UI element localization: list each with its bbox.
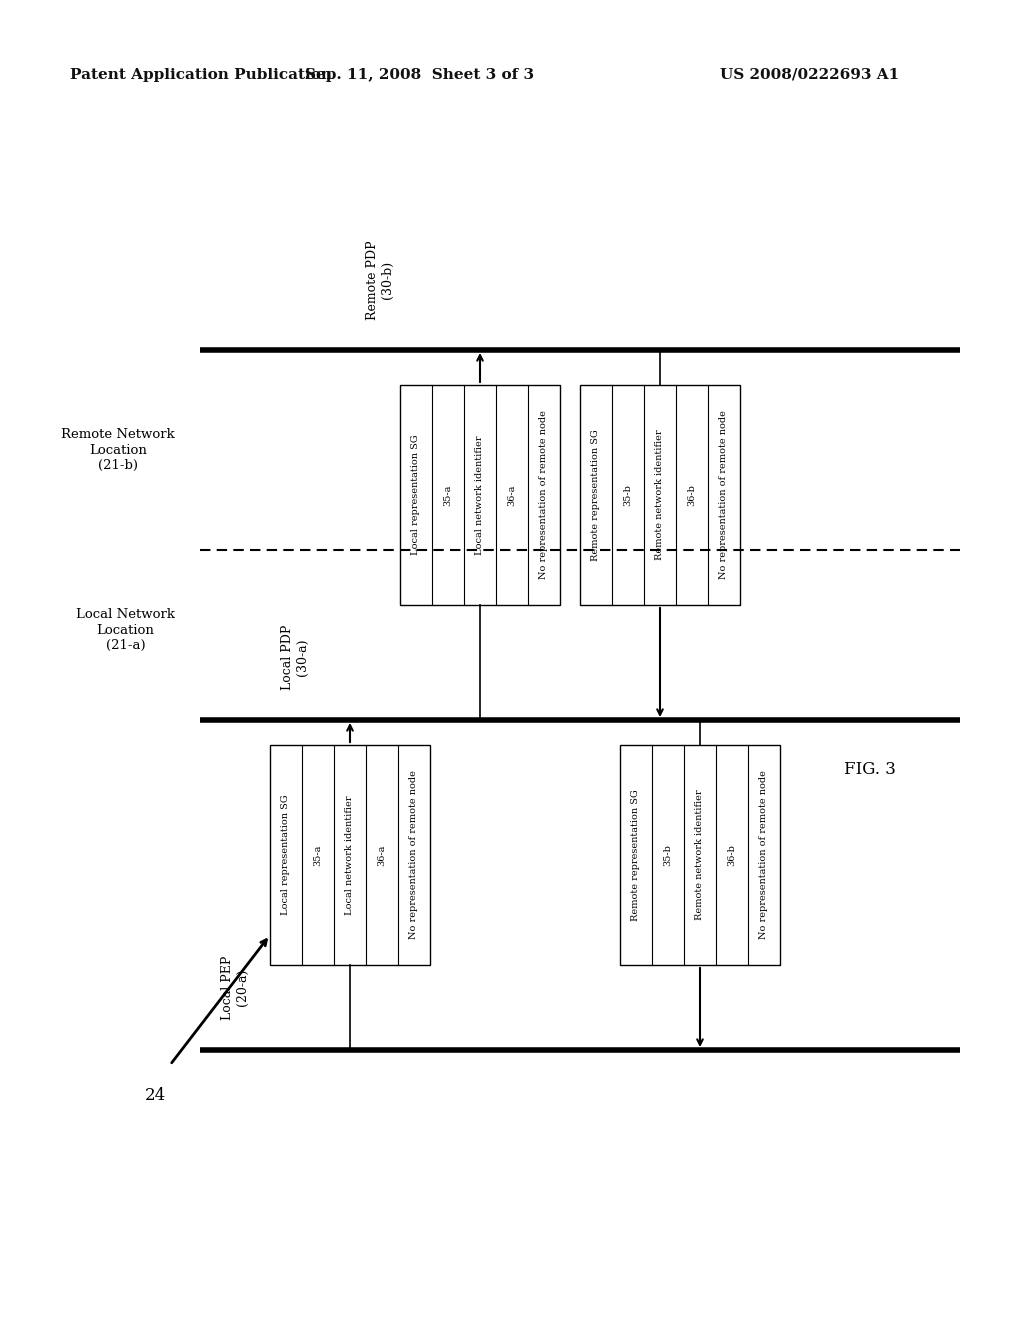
Text: 35-b: 35-b (624, 484, 633, 506)
Text: Remote PDP
(30-b): Remote PDP (30-b) (366, 240, 394, 319)
Text: Sep. 11, 2008  Sheet 3 of 3: Sep. 11, 2008 Sheet 3 of 3 (305, 69, 535, 82)
Text: Local representation SG: Local representation SG (282, 795, 291, 915)
FancyBboxPatch shape (270, 744, 430, 965)
Text: 35-a: 35-a (443, 484, 453, 506)
Text: 36-b: 36-b (727, 843, 736, 866)
Text: No representation of remote node: No representation of remote node (760, 771, 768, 940)
Text: US 2008/0222693 A1: US 2008/0222693 A1 (720, 69, 900, 82)
Text: 24: 24 (144, 1086, 166, 1104)
Text: 35-b: 35-b (664, 843, 673, 866)
Text: Local Network
Location
(21-a): Local Network Location (21-a) (76, 609, 175, 652)
Text: 35-a: 35-a (313, 845, 323, 866)
Text: No representation of remote node: No representation of remote node (410, 771, 419, 940)
Text: Local network identifier: Local network identifier (475, 436, 484, 554)
Text: Patent Application Publication: Patent Application Publication (70, 69, 332, 82)
Text: No representation of remote node: No representation of remote node (720, 411, 728, 579)
Text: Remote network identifier: Remote network identifier (655, 430, 665, 560)
Text: Local PEP
(20-a): Local PEP (20-a) (221, 956, 249, 1020)
FancyBboxPatch shape (400, 385, 560, 605)
Text: Remote representation SG: Remote representation SG (632, 789, 640, 921)
Text: Remote network identifier: Remote network identifier (695, 789, 705, 920)
Text: Local network identifier: Local network identifier (345, 795, 354, 915)
Text: Local representation SG: Local representation SG (412, 434, 421, 556)
FancyBboxPatch shape (620, 744, 780, 965)
Text: FIG. 3: FIG. 3 (844, 762, 896, 779)
Text: Remote representation SG: Remote representation SG (592, 429, 600, 561)
Text: Local PDP
(30-a): Local PDP (30-a) (281, 624, 309, 690)
Text: No representation of remote node: No representation of remote node (540, 411, 549, 579)
FancyBboxPatch shape (580, 385, 740, 605)
Text: 36-a: 36-a (378, 845, 386, 866)
Text: Remote Network
Location
(21-b): Remote Network Location (21-b) (61, 429, 175, 471)
Text: 36-a: 36-a (508, 484, 516, 506)
Text: 36-b: 36-b (687, 484, 696, 506)
